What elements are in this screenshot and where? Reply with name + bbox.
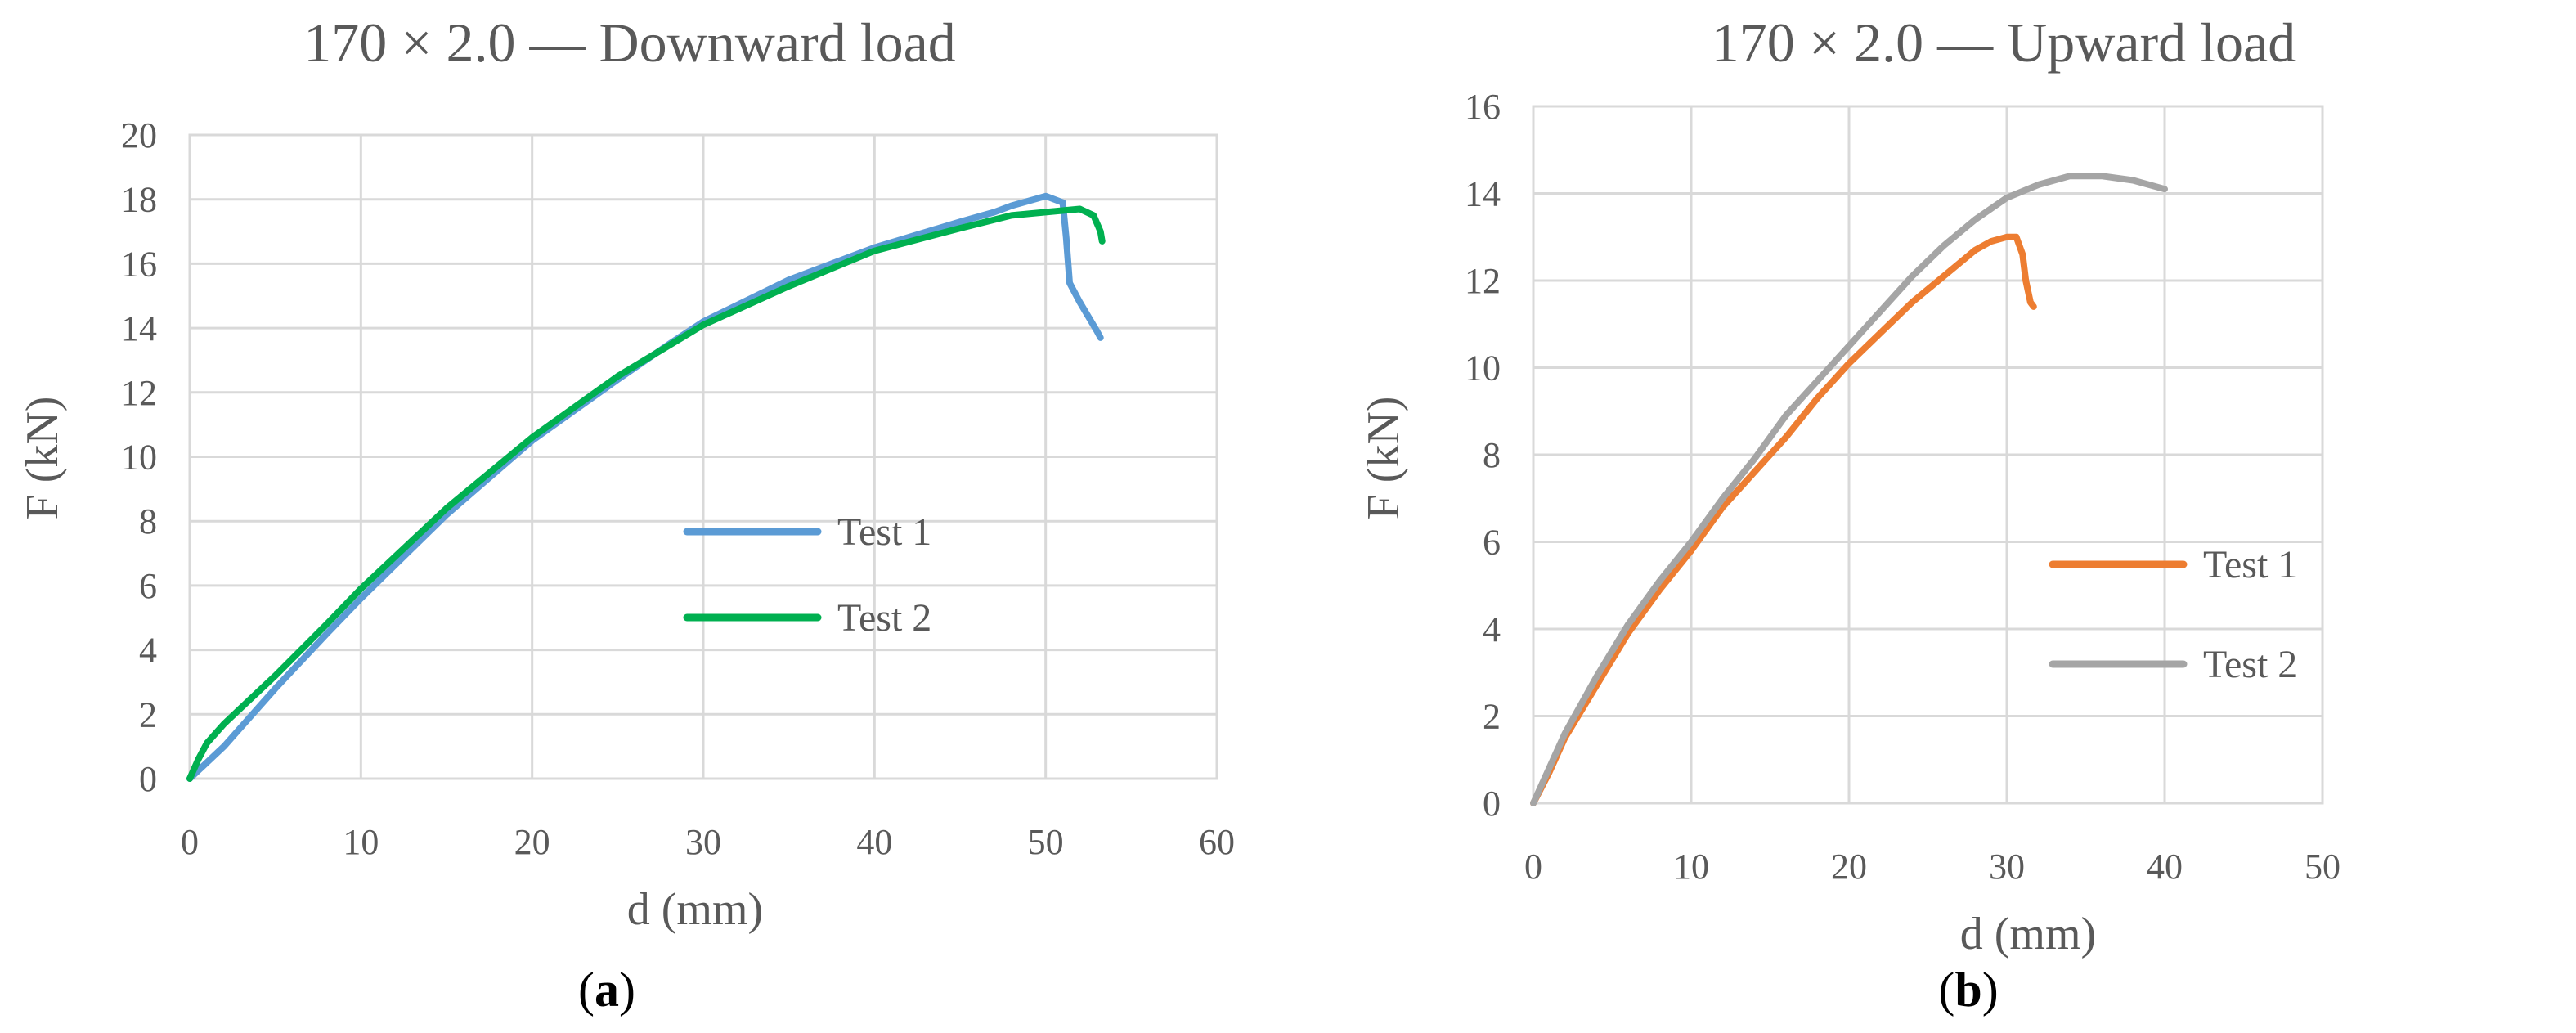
chart-title: 170 × 2.0 — Upward load bbox=[1712, 11, 2296, 74]
legend-label: Test 2 bbox=[2203, 643, 2297, 686]
y-tick-label: 18 bbox=[121, 180, 157, 220]
series-line bbox=[1530, 173, 2168, 806]
x-axis-label: d (mm) bbox=[627, 884, 763, 935]
x-tick-label: 10 bbox=[1673, 847, 1709, 887]
x-tick-label: 50 bbox=[2304, 847, 2340, 887]
panel-label-close: ) bbox=[619, 963, 635, 1017]
y-tick-label: 10 bbox=[121, 438, 157, 478]
chart-panel-b: 0 10 20 30 40 50 0 2 4 6 8 10 12 14 16 170 × 2.0 — Upwa… bbox=[1358, 11, 2340, 1017]
y-axis-label: F (kN) bbox=[1358, 397, 1409, 520]
panel-label-letter: a bbox=[595, 963, 619, 1017]
series-line bbox=[186, 192, 1104, 782]
y-tick-label: 12 bbox=[1465, 261, 1501, 301]
x-axis-label: d (mm) bbox=[1960, 909, 2096, 959]
panel-label: (a) bbox=[578, 963, 635, 1017]
x-tick-label: 0 bbox=[181, 822, 199, 862]
y-tick-label: 12 bbox=[121, 373, 157, 413]
x-tick-label: 20 bbox=[514, 822, 550, 862]
y-tick-label: 6 bbox=[1483, 523, 1501, 563]
panel-label-open: ( bbox=[1938, 963, 1954, 1017]
y-tick-label: 4 bbox=[139, 631, 157, 671]
y-axis-label: F (kN) bbox=[17, 397, 68, 520]
panel-label-close: ) bbox=[1982, 963, 1999, 1017]
y-tick-label: 10 bbox=[1465, 348, 1501, 388]
y-tick-label: 14 bbox=[1465, 174, 1501, 214]
x-tick-label: 50 bbox=[1028, 822, 1064, 862]
y-tick-label: 0 bbox=[1483, 784, 1501, 824]
panel-label: (b) bbox=[1938, 963, 1998, 1017]
series-line bbox=[186, 205, 1106, 782]
y-tick-label: 16 bbox=[121, 244, 157, 284]
x-tick-label: 40 bbox=[856, 822, 892, 862]
y-tick-label: 6 bbox=[139, 566, 157, 606]
y-tick-label: 8 bbox=[139, 501, 157, 541]
panel-label-letter: b bbox=[1954, 963, 1981, 1017]
x-tick-label: 40 bbox=[2147, 847, 2183, 887]
legend-label: Test 2 bbox=[837, 596, 931, 640]
legend: Test 1 Test 2 bbox=[683, 510, 931, 640]
x-tick-label: 10 bbox=[343, 822, 379, 862]
series-line bbox=[1530, 233, 2037, 806]
panel-label-open: ( bbox=[578, 963, 595, 1017]
y-tick-label: 14 bbox=[121, 308, 157, 348]
y-tick-label: 8 bbox=[1483, 435, 1501, 475]
legend-label: Test 1 bbox=[2203, 543, 2297, 586]
y-tick-label: 16 bbox=[1465, 87, 1501, 127]
y-tick-label: 2 bbox=[139, 694, 157, 734]
legend: Test 1 Test 2 bbox=[2049, 543, 2297, 686]
y-tick-label: 0 bbox=[139, 759, 157, 799]
chart-title: 170 × 2.0 — Downward load bbox=[303, 11, 956, 74]
y-tick-label: 20 bbox=[121, 115, 157, 155]
x-tick-label: 0 bbox=[1524, 847, 1542, 887]
x-tick-label: 30 bbox=[1989, 847, 2025, 887]
x-tick-label: 60 bbox=[1199, 822, 1235, 862]
x-tick-label: 30 bbox=[685, 822, 721, 862]
y-tick-label: 4 bbox=[1483, 609, 1501, 649]
x-tick-label: 20 bbox=[1831, 847, 1867, 887]
chart-panel-a: 0 10 20 30 40 50 60 0 2 4 6 8 10 12 14 16 18 20 170 × 2.0 … bbox=[17, 11, 1235, 1017]
y-tick-label: 2 bbox=[1483, 697, 1501, 737]
legend-label: Test 1 bbox=[837, 510, 931, 554]
